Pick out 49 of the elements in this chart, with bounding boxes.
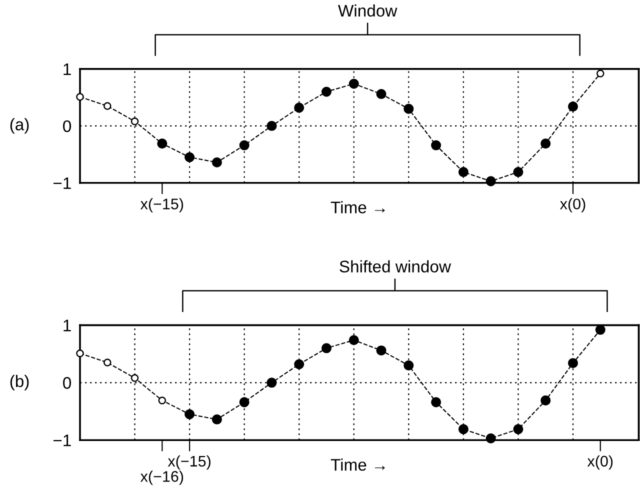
point — [212, 157, 222, 168]
point — [486, 433, 496, 444]
point — [266, 120, 277, 131]
point — [540, 138, 551, 149]
point — [184, 409, 195, 420]
text: Shifted window — [340, 260, 452, 272]
point — [212, 414, 222, 424]
point — [321, 343, 332, 354]
y-tick-label: 1 — [64, 64, 71, 75]
x-tick-label: x(−16) — [140, 470, 184, 485]
x-tick-label: x(0) — [587, 455, 613, 470]
point — [486, 176, 496, 186]
point — [321, 86, 332, 97]
point — [157, 138, 168, 149]
text: (a) — [10, 118, 29, 134]
x-axis-title: Time → — [330, 201, 385, 214]
point — [239, 140, 250, 150]
point — [431, 140, 442, 150]
point — [294, 102, 304, 113]
point — [568, 102, 578, 112]
point — [294, 359, 304, 370]
x-tick-label: x(−15) — [140, 198, 184, 212]
point — [431, 397, 442, 408]
point — [458, 167, 468, 178]
point — [404, 104, 414, 114]
text: (b) — [10, 374, 29, 390]
point — [266, 378, 277, 388]
y-tick-label: −1 — [53, 177, 71, 189]
y-tick-label: −1 — [53, 434, 71, 446]
point — [540, 395, 551, 406]
point — [404, 360, 414, 370]
point — [184, 152, 195, 162]
point — [239, 397, 250, 408]
point — [376, 345, 386, 356]
point — [376, 89, 386, 100]
y-tick-label: 0 — [63, 120, 72, 132]
point — [458, 424, 468, 434]
point — [595, 324, 606, 335]
point — [348, 78, 359, 89]
x-tick-label: x(0) — [560, 198, 586, 212]
point — [513, 424, 524, 434]
y-tick-label: 0 — [63, 377, 72, 389]
text: Window — [338, 4, 398, 17]
point — [348, 335, 359, 346]
y-tick-label: 1 — [64, 320, 71, 332]
point — [568, 358, 578, 368]
x-tick-label: x(−15) — [168, 455, 210, 470]
x-axis-title: Time → — [330, 458, 385, 471]
point — [513, 167, 524, 178]
